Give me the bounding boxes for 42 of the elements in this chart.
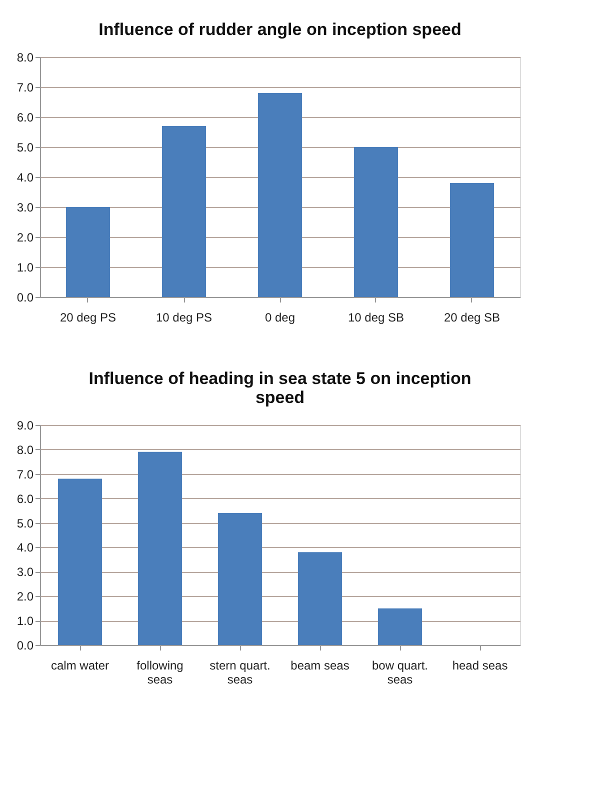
x-tick-label: head seas [452,658,508,672]
x-tick-label: 10 deg PS [156,310,212,324]
x-tick-label: 10 deg SB [348,310,404,324]
x-tick-label: 20 deg PS [60,310,116,324]
x-tick-label: 0 deg [264,310,296,324]
bar [58,478,102,645]
bar [218,513,262,645]
bar [162,126,206,297]
y-tick-label: 7.0 [16,467,34,482]
y-tick-label: 9.0 [16,418,34,432]
y-tick-label: 8.0 [16,442,34,457]
y-tick-label: 0.0 [16,638,34,652]
y-tick-label: 6.0 [16,110,34,124]
y-tick-label: 6.0 [16,492,34,506]
x-tick-label: stern quart. seas [210,658,270,686]
bar [378,608,422,645]
y-tick-label: 8.0 [16,50,34,64]
chart-title: Influence of rudder angle on inception speed [98,20,462,39]
bar [138,452,182,645]
bar [450,183,494,297]
y-tick-label: 2.0 [16,590,34,604]
y-tick-label: 3.0 [16,565,34,580]
chart-title: Influence of heading in sea state 5 on inception speed [88,369,472,407]
y-tick-label: 1.0 [16,260,34,274]
y-tick-label: 3.0 [16,200,34,214]
y-tick-label: 0.0 [16,290,34,304]
y-tick-label: 2.0 [16,230,34,244]
x-tick-label: calm water [50,658,110,672]
y-tick-label: 7.0 [16,80,34,94]
x-tick-label: bow quart. seas [372,658,428,686]
y-tick-label: 5.0 [16,140,34,154]
y-tick-label: 4.0 [16,170,34,184]
y-tick-label: 5.0 [16,516,34,530]
y-tick-label: 1.0 [16,614,34,628]
bar [354,147,398,297]
y-tick-label: 4.0 [16,540,34,555]
x-tick-label: following seas [136,658,184,686]
bar [258,93,302,297]
x-tick-label: 20 deg SB [444,310,500,324]
bar [298,552,342,645]
x-tick-label: beam seas [290,658,350,672]
bar [66,207,110,297]
